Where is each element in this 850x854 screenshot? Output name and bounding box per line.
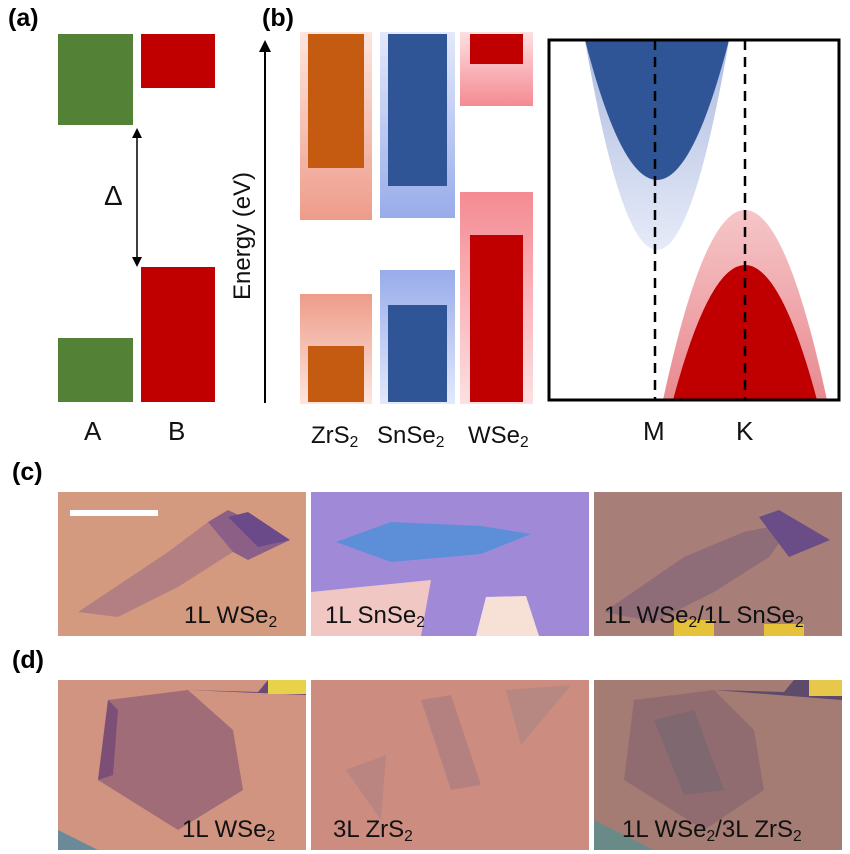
material-a-label: A bbox=[84, 416, 102, 446]
band-alignment-bars bbox=[300, 32, 533, 404]
material-a-conduction-band bbox=[58, 34, 133, 125]
caption-c1: 1L WSe2 bbox=[184, 602, 278, 631]
panel-label-b: (b) bbox=[262, 4, 294, 32]
energy-axis-label: Energy (eV) bbox=[229, 171, 256, 300]
image-c2-snse2: 1L SnSe2 bbox=[311, 492, 589, 636]
panel-label-a: (a) bbox=[8, 4, 39, 32]
kpoint-label-k: K bbox=[736, 416, 754, 446]
panel-b-band-structure: M K bbox=[545, 30, 845, 450]
caption-c3: 1L WSe2/1L SnSe2 bbox=[604, 602, 804, 631]
panel-label-c: (c) bbox=[12, 458, 43, 486]
material-b-valence-band bbox=[141, 267, 215, 402]
image-d3-heterostructure: 1L WSe2/3L ZrS2 bbox=[594, 680, 842, 850]
image-d2-zrs2: 3L ZrS2 bbox=[311, 680, 589, 850]
wse2-conduction-band bbox=[470, 34, 523, 64]
panel-a: Δ A B bbox=[0, 0, 230, 450]
plot-frame bbox=[547, 38, 841, 402]
band-structure-plot bbox=[547, 38, 841, 402]
material-label-snse2: SnSe2 bbox=[377, 422, 445, 451]
caption-d2: 3L ZrS2 bbox=[333, 816, 413, 845]
scale-bar bbox=[70, 510, 158, 516]
caption-d1: 1L WSe2 bbox=[182, 816, 276, 845]
panel-b-band-alignment: Energy (eV) bbox=[225, 0, 545, 460]
band-gap-arrow bbox=[132, 128, 142, 267]
panel-label-d: (d) bbox=[12, 646, 44, 674]
material-b-label: B bbox=[168, 416, 186, 446]
energy-axis-arrow bbox=[259, 40, 271, 403]
material-a-valence-band bbox=[58, 338, 133, 402]
material-label-wse2: WSe2 bbox=[468, 422, 529, 451]
zrs2-valence-band bbox=[308, 346, 364, 402]
image-d1-wse2: 1L WSe2 bbox=[58, 680, 306, 850]
caption-c2: 1L SnSe2 bbox=[325, 602, 425, 631]
snse2-conduction-band bbox=[388, 34, 447, 186]
material-b-conduction-band bbox=[141, 34, 215, 88]
wse2-valence-band bbox=[470, 235, 523, 402]
conduction-band bbox=[585, 40, 729, 180]
image-c3-heterostructure: 1L WSe2/1L SnSe2 bbox=[594, 492, 842, 636]
caption-d3: 1L WSe2/3L ZrS2 bbox=[622, 816, 802, 845]
material-label-zrs2: ZrS2 bbox=[311, 422, 359, 451]
band-gap-symbol: Δ bbox=[104, 180, 123, 211]
zrs2-conduction-band bbox=[308, 34, 364, 168]
snse2-valence-band bbox=[388, 305, 447, 402]
kpoint-label-m: M bbox=[643, 416, 665, 446]
image-c1-wse2: 1L WSe2 bbox=[58, 492, 306, 636]
